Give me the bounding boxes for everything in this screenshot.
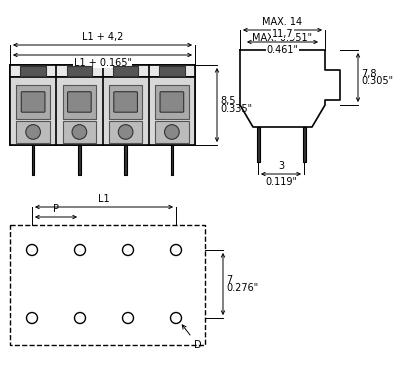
Circle shape [118, 125, 133, 139]
Bar [32, 145, 34, 175]
Polygon shape [240, 50, 340, 127]
Bar [109, 85, 142, 119]
Text: 8,5: 8,5 [220, 96, 236, 106]
Bar [63, 121, 96, 143]
Text: L1 + 0.165": L1 + 0.165" [74, 58, 132, 68]
Bar [155, 85, 188, 119]
Bar [20, 66, 46, 76]
Circle shape [170, 313, 182, 324]
Bar [159, 66, 184, 76]
Circle shape [122, 313, 134, 324]
Text: 7: 7 [226, 275, 232, 285]
Bar [171, 145, 173, 175]
Bar [302, 127, 306, 162]
Circle shape [74, 313, 86, 324]
FancyBboxPatch shape [68, 92, 91, 112]
Text: MAX. 14: MAX. 14 [262, 17, 302, 27]
Circle shape [170, 245, 182, 256]
Text: L1: L1 [98, 194, 110, 204]
Text: P: P [53, 204, 59, 214]
Text: 0.276": 0.276" [226, 283, 258, 293]
Bar [67, 66, 92, 76]
Text: 7,8: 7,8 [361, 68, 376, 79]
Bar [155, 121, 188, 143]
Bar [10, 225, 205, 345]
Bar [16, 85, 50, 119]
Bar [109, 121, 142, 143]
Text: 0.119": 0.119" [265, 177, 297, 187]
Circle shape [74, 245, 86, 256]
Bar [113, 66, 138, 76]
Bar [10, 77, 195, 145]
Bar [10, 65, 195, 145]
Circle shape [164, 125, 179, 139]
Text: 0.335": 0.335" [220, 104, 252, 114]
Text: 11,7: 11,7 [272, 29, 293, 39]
Bar [78, 145, 81, 175]
Text: 3: 3 [278, 161, 284, 171]
Bar [256, 127, 260, 162]
FancyBboxPatch shape [160, 92, 184, 112]
FancyBboxPatch shape [114, 92, 138, 112]
Circle shape [26, 313, 38, 324]
Text: 0.461": 0.461" [266, 45, 298, 55]
Bar [124, 145, 127, 175]
Circle shape [26, 125, 40, 139]
Bar [10, 65, 195, 77]
FancyBboxPatch shape [21, 92, 45, 112]
Circle shape [72, 125, 87, 139]
Bar [63, 85, 96, 119]
Text: D: D [182, 325, 202, 350]
Text: MAX. 0.551": MAX. 0.551" [252, 33, 312, 43]
Text: 0.305": 0.305" [361, 76, 393, 87]
Circle shape [26, 245, 38, 256]
Text: L1 + 4,2: L1 + 4,2 [82, 32, 123, 42]
Circle shape [122, 245, 134, 256]
Bar [16, 121, 50, 143]
